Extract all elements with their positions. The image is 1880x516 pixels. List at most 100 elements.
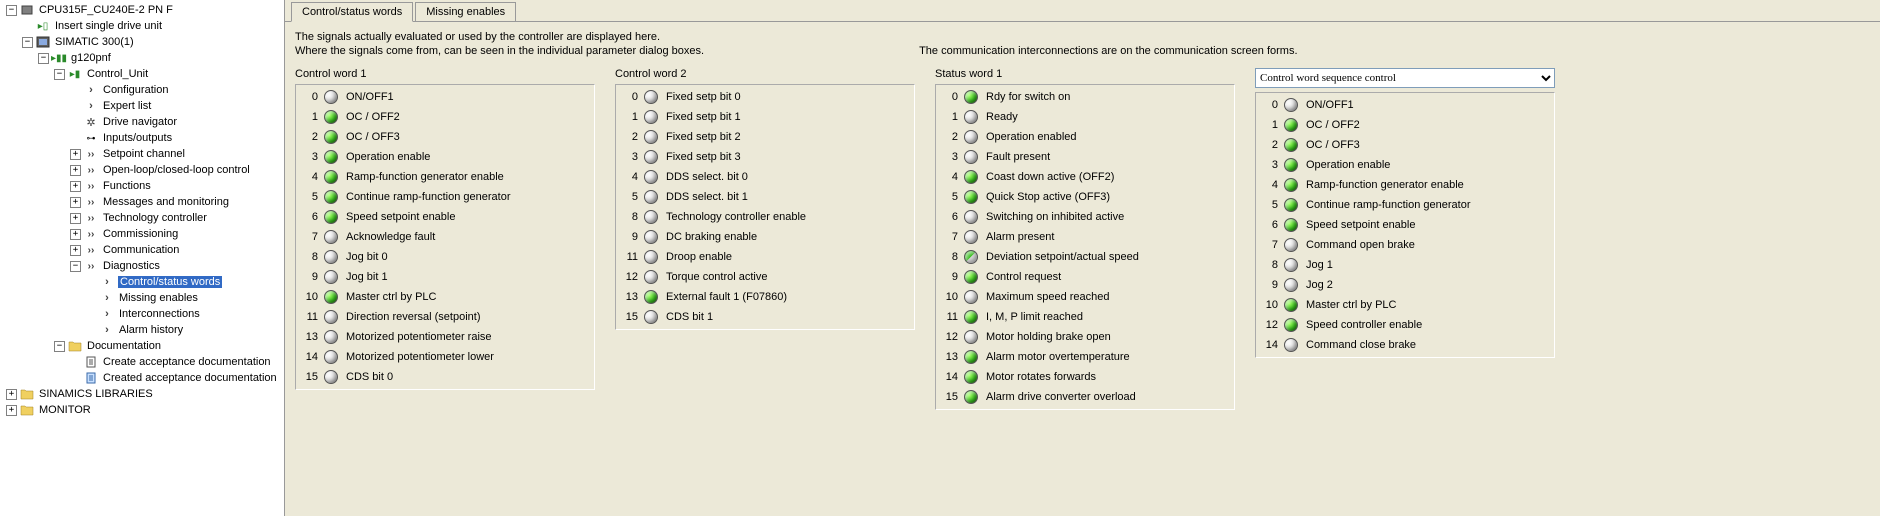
bit-number: 1 — [300, 111, 318, 123]
bit-number: 3 — [620, 151, 638, 163]
bit-row: 13Alarm motor overtemperature — [938, 347, 1232, 367]
led-indicator — [644, 190, 658, 204]
tree-item[interactable]: −CPU315F_CU240E-2 PN F — [2, 2, 282, 18]
bit-row: 10Master ctrl by PLC — [1258, 295, 1552, 315]
tree-label: Drive navigator — [102, 116, 178, 128]
bit-number: 2 — [1260, 139, 1278, 151]
tree-expander[interactable]: − — [54, 69, 65, 80]
chev-icon: › — [83, 99, 99, 113]
led-indicator — [1284, 138, 1298, 152]
tree-expander[interactable]: + — [70, 149, 81, 160]
tree-item[interactable]: −SIMATIC 300(1) — [2, 34, 282, 50]
tree-item[interactable]: +››Commissioning — [2, 226, 282, 242]
bit-column: Control word sequence control0ON/OFF11OC… — [1255, 68, 1555, 410]
bit-label: Technology controller enable — [666, 211, 806, 223]
led-indicator — [1284, 258, 1298, 272]
tree-item[interactable]: +MONITOR — [2, 402, 282, 418]
bit-row: 2Operation enabled — [938, 127, 1232, 147]
bit-list: 0ON/OFF11OC / OFF22OC / OFF33Operation e… — [1255, 92, 1555, 358]
led-indicator — [644, 110, 658, 124]
tree-expander[interactable]: + — [6, 389, 17, 400]
tree-item[interactable]: −››Diagnostics — [2, 258, 282, 274]
bit-label: Jog 2 — [1306, 279, 1333, 291]
bit-number: 11 — [940, 311, 958, 323]
bit-label: Alarm motor overtemperature — [986, 351, 1130, 363]
tree-expander[interactable]: − — [22, 37, 33, 48]
bit-label: Speed setpoint enable — [1306, 219, 1415, 231]
tree-expander[interactable]: + — [70, 245, 81, 256]
tree-item[interactable]: +››Communication — [2, 242, 282, 258]
tree-expander[interactable]: + — [70, 229, 81, 240]
bit-number: 10 — [940, 291, 958, 303]
bit-row: 5Continue ramp-function generator — [298, 187, 592, 207]
navigation-tree[interactable]: −CPU315F_CU240E-2 PN F▸▯Insert single dr… — [0, 0, 285, 516]
tree-item[interactable]: ›Configuration — [2, 82, 282, 98]
tree-item[interactable]: ›Alarm history — [2, 322, 282, 338]
tree-item[interactable]: +››Messages and monitoring — [2, 194, 282, 210]
tab[interactable]: Missing enables — [415, 2, 516, 21]
tree-item[interactable]: ›Missing enables — [2, 290, 282, 306]
gear-icon: ✲ — [83, 115, 99, 129]
bit-number: 1 — [940, 111, 958, 123]
tree-expander[interactable]: − — [38, 53, 49, 64]
chev-icon: › — [99, 307, 115, 321]
bit-number: 3 — [940, 151, 958, 163]
tree-item[interactable]: +››Setpoint channel — [2, 146, 282, 162]
doc-icon — [83, 355, 99, 369]
tree-expander[interactable]: + — [70, 197, 81, 208]
tree-item[interactable]: Create acceptance documentation — [2, 354, 282, 370]
bit-number: 4 — [300, 171, 318, 183]
bit-row: 2Fixed setp bit 2 — [618, 127, 912, 147]
tab[interactable]: Control/status words — [291, 2, 413, 22]
bit-row: 9DC braking enable — [618, 227, 912, 247]
column-header: Status word 1 — [935, 68, 1235, 84]
bit-row: 7Command open brake — [1258, 235, 1552, 255]
bit-label: Operation enable — [1306, 159, 1390, 171]
tree-item[interactable]: ›Control/status words — [2, 274, 282, 290]
led-indicator — [324, 170, 338, 184]
bit-list: 0Rdy for switch on1Ready2Operation enabl… — [935, 84, 1235, 410]
bit-row: 2OC / OFF3 — [1258, 135, 1552, 155]
bit-row: 1OC / OFF2 — [1258, 115, 1552, 135]
tree-item[interactable]: +SINAMICS LIBRARIES — [2, 386, 282, 402]
tree-item[interactable]: ▸▯Insert single drive unit — [2, 18, 282, 34]
tree-item[interactable]: Created acceptance documentation — [2, 370, 282, 386]
bit-label: Fixed setp bit 1 — [666, 111, 741, 123]
led-indicator — [324, 130, 338, 144]
tree-item[interactable]: −Documentation — [2, 338, 282, 354]
tree-label: Diagnostics — [102, 260, 161, 272]
bit-row: 12Torque control active — [618, 267, 912, 287]
tree-expander[interactable]: + — [70, 165, 81, 176]
bit-row: 10Maximum speed reached — [938, 287, 1232, 307]
word-selector[interactable]: Control word sequence control — [1255, 68, 1555, 88]
tree-label: Create acceptance documentation — [102, 356, 272, 368]
bit-label: CDS bit 0 — [346, 371, 393, 383]
led-indicator — [324, 290, 338, 304]
tree-expander[interactable]: − — [54, 341, 65, 352]
tree-item[interactable]: ›Expert list — [2, 98, 282, 114]
bit-label: Ramp-function generator enable — [1306, 179, 1464, 191]
tree-expander[interactable]: + — [6, 405, 17, 416]
tree-item[interactable]: ✲Drive navigator — [2, 114, 282, 130]
tree-item[interactable]: +››Open-loop/closed-loop control — [2, 162, 282, 178]
tree-expander[interactable]: − — [6, 5, 17, 16]
bit-label: Motorized potentiometer lower — [346, 351, 494, 363]
bit-row: 9Jog 2 — [1258, 275, 1552, 295]
tree-item[interactable]: +››Technology controller — [2, 210, 282, 226]
dblchev-icon: ›› — [83, 179, 99, 193]
bit-label: Speed controller enable — [1306, 319, 1422, 331]
tree-item[interactable]: +››Functions — [2, 178, 282, 194]
tree-expander[interactable]: − — [70, 261, 81, 272]
dblchev-icon: ›› — [83, 163, 99, 177]
tree-expander[interactable]: + — [70, 213, 81, 224]
led-indicator — [324, 210, 338, 224]
led-indicator — [964, 150, 978, 164]
tree-item[interactable]: −▸▮Control_Unit — [2, 66, 282, 82]
tree-item[interactable]: −▸▮▮g120pnf — [2, 50, 282, 66]
tree-item[interactable]: ›Interconnections — [2, 306, 282, 322]
tree-expander[interactable]: + — [70, 181, 81, 192]
tree-item[interactable]: ⊶Inputs/outputs — [2, 130, 282, 146]
bit-label: Command close brake — [1306, 339, 1416, 351]
led-indicator — [964, 310, 978, 324]
led-indicator — [644, 250, 658, 264]
